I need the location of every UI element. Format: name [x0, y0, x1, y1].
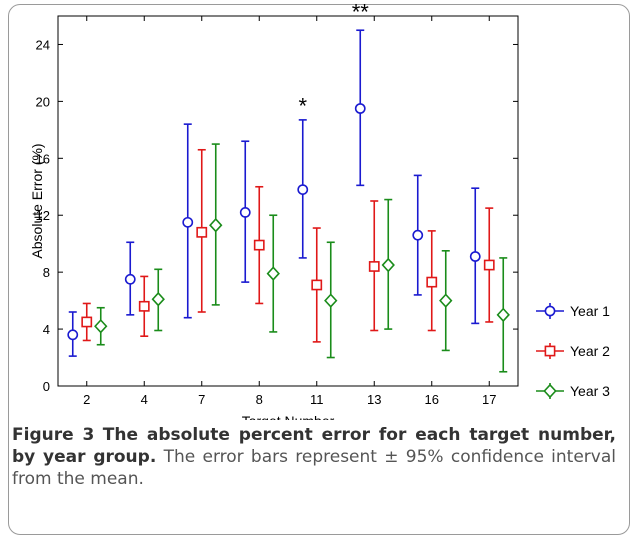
- y-tick-label: 8: [43, 265, 50, 280]
- series-3-point: [94, 318, 108, 334]
- caption-label: Figure 3: [12, 425, 95, 445]
- significance-annotation: *: [298, 94, 307, 119]
- series-3-point: [439, 293, 453, 308]
- x-tick-label: 8: [256, 392, 263, 407]
- series-2-point: [368, 261, 380, 272]
- x-tick-label: 2: [83, 392, 90, 407]
- figure-caption: Figure 3 The absolute percent error for …: [12, 424, 616, 490]
- y-tick-label: 24: [36, 37, 50, 52]
- x-axis-label: Target Number: [242, 413, 335, 420]
- legend-series-3-marker: [543, 383, 557, 399]
- series-2-point: [483, 259, 495, 271]
- y-axis-label: Absolute Error (%): [29, 143, 45, 258]
- series-1-point: [412, 229, 424, 241]
- series-3-point: [496, 307, 510, 323]
- x-tick-label: 17: [482, 392, 496, 407]
- series-2-point: [253, 239, 265, 251]
- series-2-point: [196, 226, 208, 238]
- series-1-point: [124, 273, 136, 285]
- x-tick-label: 4: [141, 392, 148, 407]
- x-tick-label: 7: [198, 392, 205, 407]
- series-2-point: [138, 300, 150, 312]
- significance-annotation: **: [352, 0, 370, 25]
- legend-series-1-label: Year 1: [570, 303, 610, 319]
- legend-series-2-marker: [544, 345, 556, 357]
- y-tick-label: 20: [36, 94, 50, 109]
- series-3-point: [381, 257, 395, 273]
- legend-series-3-label: Year 3: [570, 383, 610, 399]
- figure-frame: [8, 4, 630, 535]
- series-1-point: [67, 329, 79, 341]
- series-2-point: [426, 276, 438, 288]
- y-tick-label: 16: [36, 151, 50, 166]
- series-1-point: [469, 251, 481, 262]
- series-3-point: [266, 266, 280, 281]
- y-tick-label: 4: [43, 322, 50, 337]
- caption-text: The error bars represent ± 95% confidenc…: [12, 447, 616, 489]
- legend-series-2-label: Year 2: [570, 343, 610, 359]
- y-tick-label: 0: [43, 379, 50, 394]
- series-2-point: [81, 316, 93, 328]
- series-3-point: [324, 293, 338, 308]
- plot-area: [57, 15, 519, 387]
- series-1-point: [239, 206, 251, 218]
- series-3-point: [209, 217, 223, 233]
- series-1-point: [297, 184, 309, 196]
- series-2-point: [311, 279, 323, 291]
- caption-title: The absolute percent error for each targ…: [12, 425, 616, 467]
- series-1-point: [354, 103, 366, 114]
- y-tick-label: 12: [36, 208, 50, 223]
- error-bar-chart: 04812162024247811131617Target NumberAbso…: [29, 0, 610, 420]
- legend-series-1-marker: [544, 305, 556, 317]
- series-3-point: [151, 291, 165, 307]
- x-tick-label: 16: [425, 392, 439, 407]
- x-tick-label: 11: [310, 392, 324, 407]
- x-tick-label: 13: [367, 392, 381, 407]
- series-1-point: [182, 216, 194, 228]
